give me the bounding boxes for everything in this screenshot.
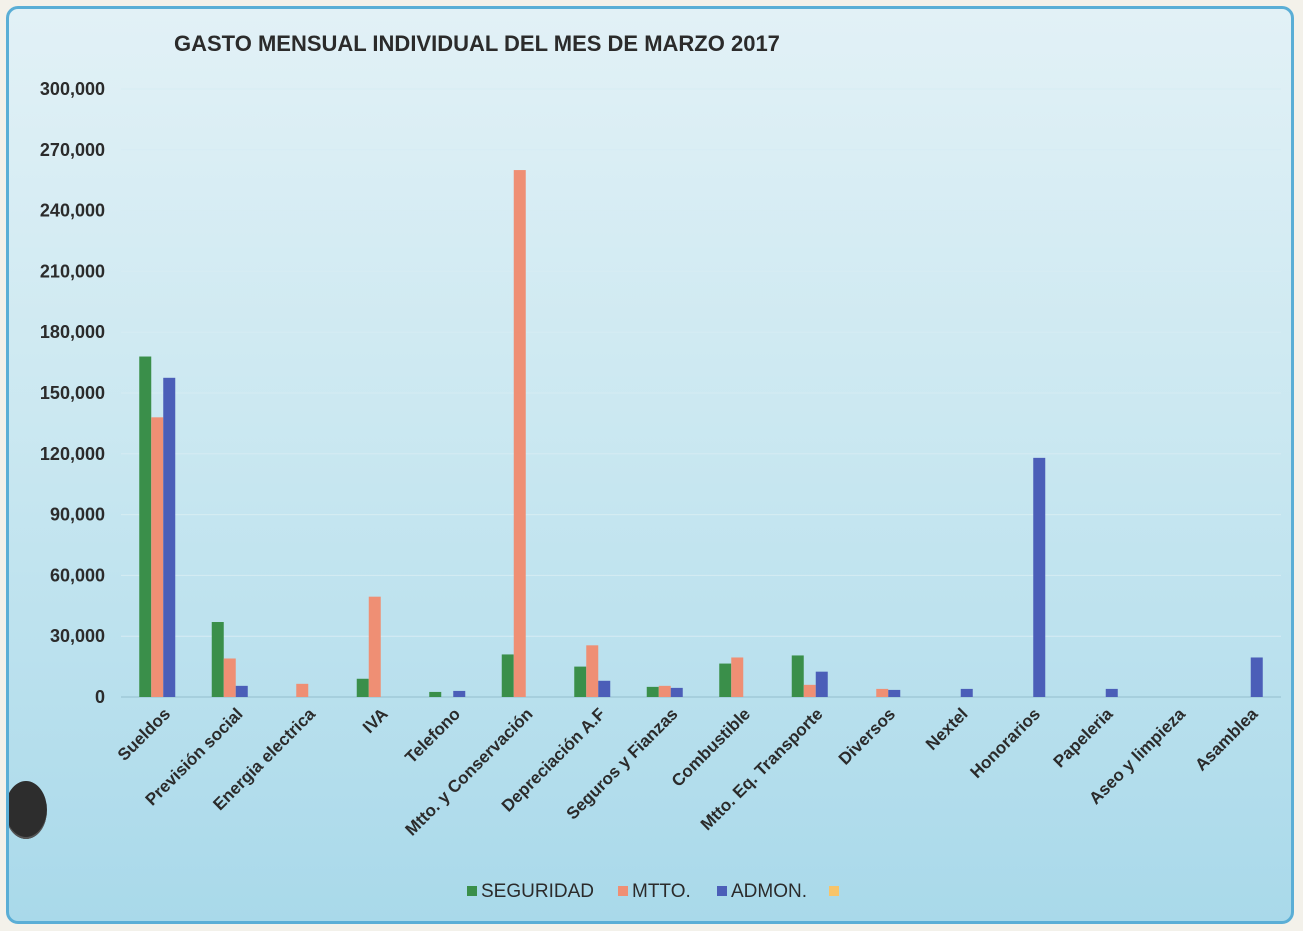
gridlines [121, 88, 1281, 698]
bar-mtto [586, 645, 599, 697]
chart-frame: GASTO MENSUAL INDIVIDUAL DEL MES DE MARZ… [6, 6, 1294, 924]
x-tick-label: Nextel [922, 704, 972, 754]
y-tick-label: 60,000 [50, 565, 105, 585]
x-tick-label: Mtto. y Conservación [402, 704, 537, 839]
x-tick-label: Honorarios [967, 704, 1045, 782]
y-tick-label: 150,000 [40, 383, 105, 403]
legend-swatch [467, 886, 477, 896]
bar-seguridad [791, 655, 804, 697]
x-tick-label: Papeleria [1050, 704, 1117, 771]
bar-admon [163, 377, 176, 697]
bar-seguridad [501, 654, 514, 697]
bar-admon [235, 685, 248, 697]
y-tick-label: 240,000 [40, 201, 105, 221]
x-tick-label: Diversos [835, 704, 899, 768]
y-tick-label: 0 [95, 687, 105, 707]
y-tick-label: 210,000 [40, 261, 105, 281]
y-axis-ticks: 0 30,000 60,000 90,000 120,000 150,000 180,000… [40, 79, 105, 707]
legend-swatch [618, 886, 628, 896]
bar-admon [1033, 457, 1046, 697]
legend-label: ADMON. [731, 881, 807, 902]
bars [139, 170, 1263, 698]
bar-seguridad [211, 622, 224, 697]
legend: SEGURIDAD MTTO. ADMON. [467, 881, 839, 902]
y-tick-label: 30,000 [50, 626, 105, 646]
bar-mtto [731, 657, 744, 697]
bar-mtto [223, 658, 236, 697]
legend-label: MTTO. [632, 881, 691, 902]
y-tick-label: 90,000 [50, 505, 105, 525]
bar-mtto [876, 688, 889, 697]
bar-seguridad [719, 663, 732, 697]
x-tick-label: Sueldos [114, 704, 174, 764]
bar-seguridad [356, 678, 369, 697]
y-tick-label: 300,000 [40, 79, 105, 99]
bar-admon [1250, 657, 1263, 697]
bar-seguridad [646, 686, 659, 697]
x-tick-label: Asamblea [1191, 704, 1262, 775]
y-tick-label: 270,000 [40, 140, 105, 160]
bar-mtto [803, 684, 816, 697]
bar-admon [815, 671, 828, 697]
bar-mtto [658, 685, 671, 697]
bar-admon [453, 690, 466, 697]
bar-chart: GASTO MENSUAL INDIVIDUAL DEL MES DE MARZ… [40, 31, 1281, 902]
chart-title: GASTO MENSUAL INDIVIDUAL DEL MES DE MARZ… [174, 31, 780, 56]
legend-swatch [717, 886, 727, 896]
x-tick-label: Mtto. Eq. Transporte [697, 704, 827, 834]
legend-label: SEGURIDAD [481, 881, 594, 902]
bar-admon [670, 687, 683, 697]
y-tick-label: 180,000 [40, 322, 105, 342]
x-tick-label: Telefono [401, 704, 464, 767]
bar-mtto [368, 596, 381, 697]
bar-mtto [296, 683, 309, 697]
bar-mtto [151, 417, 164, 697]
legend-swatch [829, 886, 839, 896]
bar-admon [1105, 688, 1118, 697]
y-tick-label: 120,000 [40, 444, 105, 464]
bar-admon [598, 680, 611, 697]
bar-seguridad [574, 666, 587, 697]
bar-admon [888, 689, 901, 697]
bar-mtto [513, 170, 526, 698]
bar-seguridad [139, 356, 152, 697]
binder-hole [9, 781, 47, 839]
bar-admon [960, 688, 973, 697]
bar-seguridad [429, 691, 442, 697]
x-tick-label: IVA [359, 704, 392, 737]
